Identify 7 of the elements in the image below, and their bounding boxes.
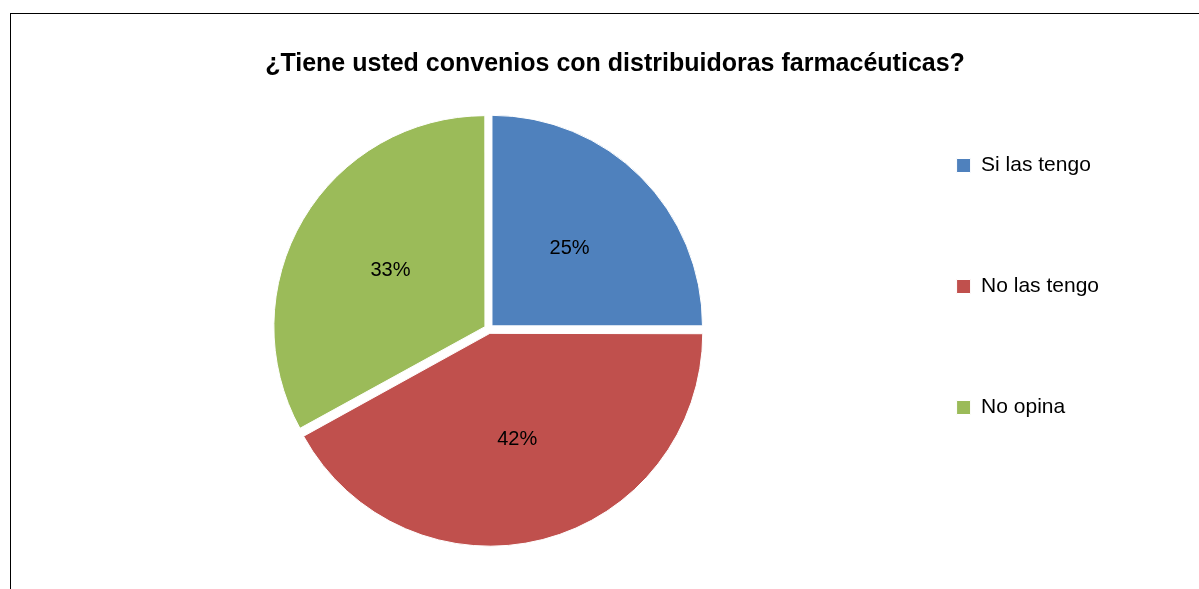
data-label: 33% [370, 258, 411, 281]
legend-label: Si las tengo [981, 152, 1091, 176]
chart-title: ¿Tiene usted convenios con distribuidoras farmacéuticas? [265, 47, 965, 76]
legend-label: No las tengo [981, 273, 1100, 297]
data-label: 25% [549, 235, 590, 258]
data-label: 42% [497, 427, 538, 450]
legend-label: No opina [981, 394, 1066, 418]
